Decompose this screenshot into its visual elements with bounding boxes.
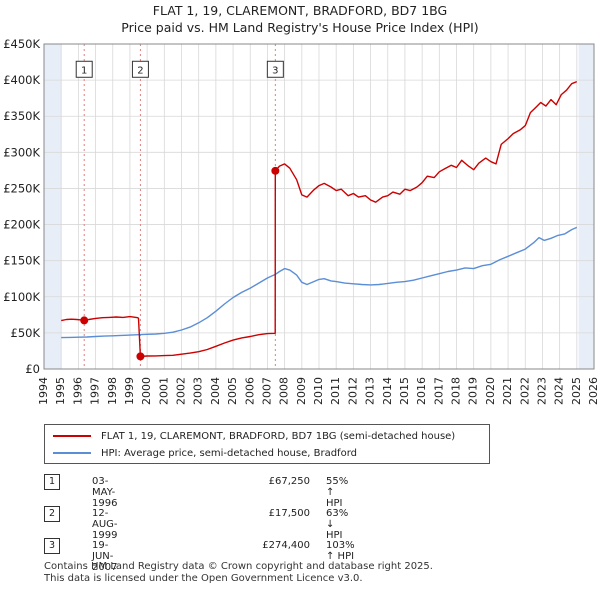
y-tick-label: £250K [3, 181, 40, 195]
transaction-hpi: 55% ↑ HPI [326, 476, 349, 509]
x-tick-label: 2013 [364, 377, 377, 405]
transaction-price: £17,500 [268, 508, 310, 519]
x-tick-label: 2025 [570, 377, 583, 405]
transaction-number: 2 [44, 506, 60, 522]
x-tick-label: 2015 [398, 377, 411, 405]
transaction-hpi: 63% ↓ HPI [326, 508, 349, 541]
x-tick-label: 2001 [157, 377, 170, 405]
x-tick-label: 2014 [381, 377, 394, 405]
transaction-point [271, 166, 280, 175]
x-tick-label: 1997 [89, 377, 102, 405]
x-tick-label: 2022 [518, 377, 531, 405]
transaction-date: 03-MAY-1996 [92, 476, 118, 509]
x-tick-label: 2018 [450, 377, 463, 405]
x-tick-label: 2004 [209, 377, 222, 405]
transaction-box [75, 60, 93, 78]
shaded-region [44, 44, 62, 369]
x-tick-label: 1994 [37, 377, 50, 405]
footer-copyright: Contains HM Land Registry data © Crown c… [44, 561, 433, 572]
x-tick-label: 1998 [106, 377, 119, 405]
x-tick-label: 2009 [295, 377, 308, 405]
chart-subtitle: Price paid vs. HM Land Registry's House … [121, 20, 479, 35]
y-tick-label: £100K [3, 290, 40, 304]
footer-licence: This data is licensed under the Open Gov… [44, 573, 363, 584]
x-tick-label: 2010 [312, 377, 325, 405]
x-tick-label: 2000 [140, 377, 153, 405]
x-tick-label: 2005 [226, 377, 239, 405]
transaction-price: £67,250 [268, 476, 310, 487]
x-tick-label: 1995 [54, 377, 67, 405]
transaction-price: £274,400 [262, 540, 310, 551]
y-tick-label: £350K [3, 109, 40, 123]
x-tick-label: 2016 [415, 377, 428, 405]
x-tick-label: 1999 [123, 377, 136, 405]
x-tick-label: 2019 [467, 377, 480, 405]
legend-item-hpi: HPI: Average price, semi-detached house,… [53, 445, 357, 461]
transaction-box-label: 2 [137, 65, 143, 76]
x-tick-label: 2026 [587, 377, 600, 405]
transaction-number: 3 [44, 538, 60, 554]
x-tick-label: 2011 [329, 377, 342, 405]
x-tick-label: 2023 [535, 377, 548, 405]
transaction-box [266, 60, 284, 78]
x-tick-label: 2007 [260, 377, 273, 405]
y-tick-label: £50K [11, 326, 41, 340]
transaction-date: 12-AUG-1999 [92, 508, 118, 541]
y-tick-label: £150K [3, 254, 40, 268]
x-tick-label: 2020 [484, 377, 497, 405]
transaction-point [136, 352, 145, 361]
y-tick-label: £0 [25, 362, 40, 376]
legend-swatch-property [53, 435, 91, 437]
x-tick-label: 2012 [346, 377, 359, 405]
x-tick-label: 2008 [278, 377, 291, 405]
y-tick-label: £400K [3, 73, 40, 87]
y-tick-label: £450K [3, 37, 40, 51]
x-tick-label: 2002 [175, 377, 188, 405]
shaded-region [578, 44, 594, 369]
x-tick-label: 1996 [71, 377, 84, 405]
x-tick-label: 2024 [553, 377, 566, 405]
y-tick-label: £200K [3, 218, 40, 232]
legend-item-property: FLAT 1, 19, CLAREMONT, BRADFORD, BD7 1BG… [53, 428, 455, 444]
x-tick-label: 2021 [501, 377, 514, 405]
plot-border [43, 43, 595, 370]
transaction-number: 1 [44, 474, 60, 490]
x-tick-label: 2003 [192, 377, 205, 405]
transaction-point [80, 316, 89, 325]
legend: FLAT 1, 19, CLAREMONT, BRADFORD, BD7 1BG… [44, 424, 490, 464]
chart-title: FLAT 1, 19, CLAREMONT, BRADFORD, BD7 1BG [152, 3, 448, 18]
legend-label-property: FLAT 1, 19, CLAREMONT, BRADFORD, BD7 1BG… [101, 430, 456, 442]
legend-swatch-hpi [53, 452, 91, 454]
transaction-date: 19-JUN-2007 [92, 540, 118, 573]
transaction-box [131, 60, 149, 78]
y-tick-label: £300K [3, 145, 40, 159]
x-tick-label: 2017 [432, 377, 445, 405]
legend-label-hpi: HPI: Average price, semi-detached house,… [101, 447, 357, 459]
transaction-box-label: 1 [81, 65, 87, 76]
price-chart: 1994 1995 1996 1997 1998 1999 2000 2001 2002 2003… [3, 37, 600, 405]
property-price-line [61, 80, 578, 358]
hpi-line [61, 226, 578, 339]
transaction-hpi: 103% ↑ HPI [326, 540, 355, 562]
x-tick-label: 2006 [243, 377, 256, 405]
transaction-box-label: 3 [272, 65, 278, 76]
